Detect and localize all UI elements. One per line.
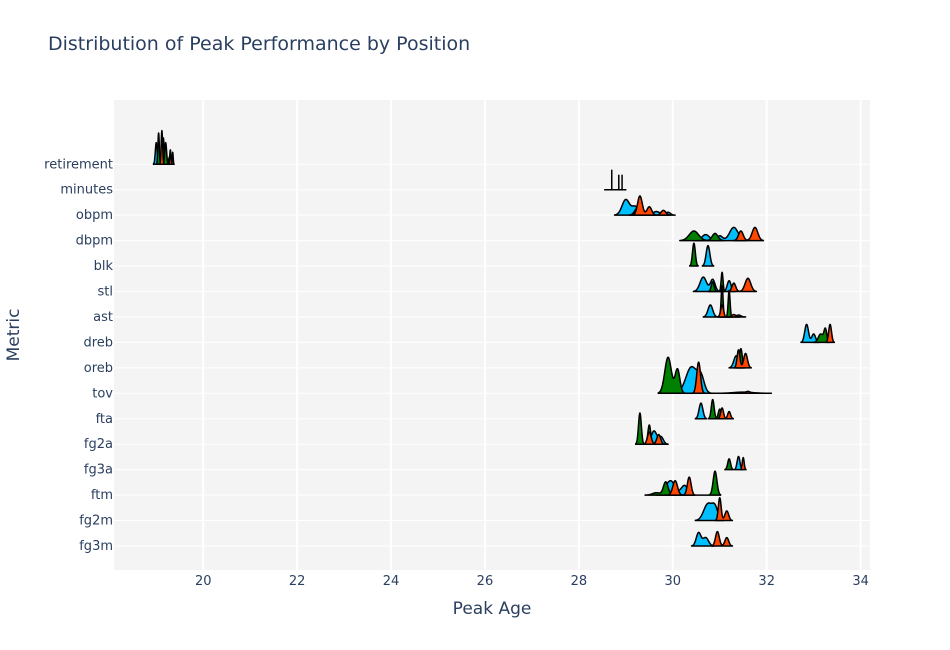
ridge-fg3m-series-2 bbox=[711, 530, 734, 547]
ridge-ast-series-2 bbox=[717, 304, 741, 318]
ridge-stl-series-2 bbox=[727, 277, 758, 293]
y-tick-label-blk: blk bbox=[94, 259, 114, 274]
ridge-fg3a-series-1 bbox=[724, 458, 735, 471]
y-tick-label-obpm: obpm bbox=[76, 208, 113, 223]
ridge-ftm-series-2 bbox=[667, 476, 696, 496]
y-tick-label-fta: fta bbox=[96, 412, 113, 427]
y-tick-labels: fg3m fg2m ftm fg3a fg2a fta tov oreb dreb ast stl b… bbox=[44, 157, 113, 554]
ridge-blk-series-0 bbox=[701, 244, 715, 267]
y-tick-label-minutes: minutes bbox=[60, 183, 113, 198]
y-tick-label-stl: stl bbox=[98, 285, 113, 300]
y-tick-label-fg3a: fg3a bbox=[84, 463, 113, 478]
ridge-tov-series-1 bbox=[657, 356, 686, 395]
ridge-stl-series-1 bbox=[707, 271, 726, 293]
ridge-tov-series-2 bbox=[692, 361, 756, 395]
y-tick-label-oreb: oreb bbox=[84, 361, 113, 376]
x-tick-label: 30 bbox=[665, 574, 682, 589]
y-axis-title: Metric bbox=[4, 309, 24, 362]
x-tick-label: 26 bbox=[477, 574, 494, 589]
y-tick-label-retirement: retirement bbox=[44, 157, 113, 172]
x-tick-label: 22 bbox=[289, 574, 306, 589]
ridge-dreb-series-2 bbox=[825, 323, 836, 344]
ridge-dreb-series-1 bbox=[812, 327, 831, 344]
ridge-areas bbox=[152, 129, 836, 547]
ridge-oreb-series-2 bbox=[733, 349, 752, 369]
ridge-fg2a-series-2 bbox=[642, 431, 666, 445]
y-tick-label-fg2a: fg2a bbox=[84, 437, 113, 452]
y-tick-label-fg3m: fg3m bbox=[79, 539, 113, 554]
y-tick-label-tov: tov bbox=[92, 386, 113, 401]
x-axis-title: Peak Age bbox=[453, 599, 532, 619]
x-tick-labels: 20 22 24 26 28 30 32 34 bbox=[195, 574, 869, 589]
y-tick-label-dbpm: dbpm bbox=[76, 234, 113, 249]
plot-background bbox=[114, 100, 870, 570]
ridge-dbpm-series-1 bbox=[679, 230, 725, 242]
chart-title: Distribution of Peak Performance by Posi… bbox=[48, 33, 470, 55]
ridge-fg3a-series-2 bbox=[739, 456, 747, 471]
ridge-obpm-series-2 bbox=[632, 195, 672, 216]
x-tick-label: 24 bbox=[383, 574, 400, 589]
grid-lines bbox=[114, 100, 870, 570]
y-tick-label-dreb: dreb bbox=[83, 335, 113, 350]
y-tick-label-ast: ast bbox=[93, 310, 113, 325]
ridge-fg3m-series-0 bbox=[690, 531, 715, 547]
y-tick-label-ftm: ftm bbox=[91, 488, 113, 503]
x-tick-label: 20 bbox=[195, 574, 212, 589]
ridge-retirement-series-2 bbox=[159, 129, 173, 165]
x-tick-label: 32 bbox=[758, 574, 775, 589]
y-tick-label-fg2m: fg2m bbox=[79, 514, 113, 529]
ridge-blk-series-1 bbox=[688, 242, 699, 267]
x-tick-label: 34 bbox=[852, 574, 869, 589]
ridge-dbpm-series-2 bbox=[733, 226, 765, 242]
ridge-fg2m-series-2 bbox=[714, 496, 734, 522]
ridge-fta-series-0 bbox=[694, 402, 708, 420]
x-tick-label: 28 bbox=[571, 574, 588, 589]
ridge-fta-series-2 bbox=[717, 407, 735, 420]
